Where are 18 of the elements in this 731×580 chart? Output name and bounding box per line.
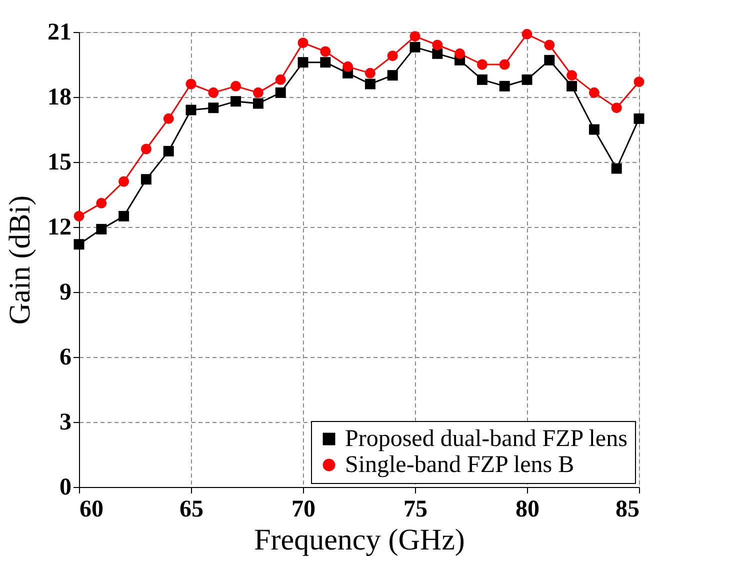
- y-tick-label: 12: [48, 214, 72, 240]
- x-tick-label: 65: [180, 496, 204, 522]
- x-axis-title: Frequency (GHz): [254, 524, 465, 556]
- y-tick-label: 15: [48, 150, 72, 176]
- y-axis-title: Gain (dBi): [4, 195, 36, 325]
- y-tick-label: 21: [48, 20, 72, 46]
- legend-label: Proposed dual-band FZP lens: [345, 426, 628, 452]
- legend-label: Single-band FZP lens B: [345, 452, 574, 478]
- y-tick-label: 3: [60, 410, 72, 436]
- x-tick-label: 70: [292, 496, 316, 522]
- x-tick-label: 80: [516, 496, 540, 522]
- x-tick-label: 85: [616, 496, 640, 522]
- y-tick-label: 6: [60, 344, 72, 370]
- x-tick-label: 60: [80, 496, 104, 522]
- x-tick-label: 75: [404, 496, 428, 522]
- y-tick-label: 0: [60, 474, 72, 500]
- y-tick-label: 9: [60, 280, 72, 306]
- y-tick-label: 18: [48, 84, 72, 110]
